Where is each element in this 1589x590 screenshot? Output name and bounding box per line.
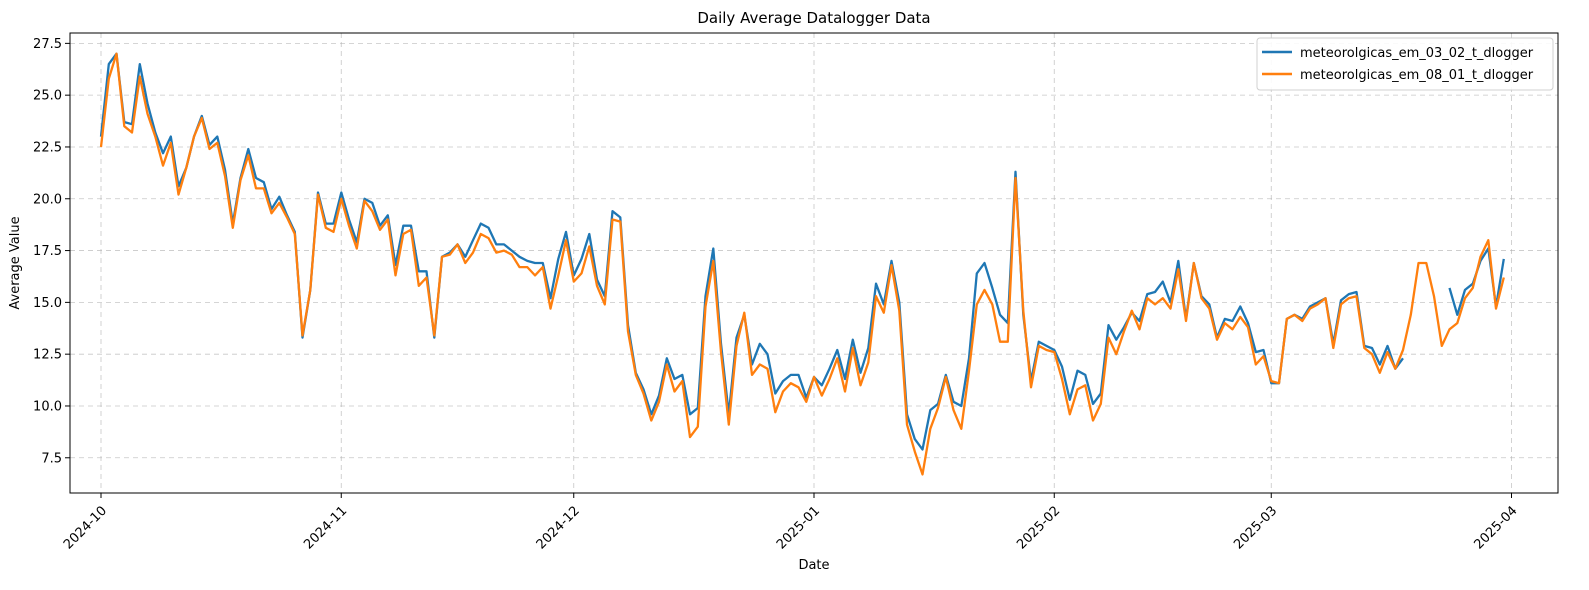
- chart-title: Daily Average Datalogger Data: [697, 9, 930, 27]
- y-axis-label: Average Value: [8, 216, 23, 309]
- y-tick-label: 20.0: [33, 192, 62, 207]
- y-tick-label: 10.0: [33, 399, 62, 414]
- y-tick-label: 22.5: [33, 140, 62, 155]
- legend-label-series-2: meteorolgicas_em_08_01_t_dlogger: [1300, 68, 1534, 83]
- y-tick-label: 15.0: [33, 296, 62, 311]
- legend: meteorolgicas_em_03_02_t_dlogger meteoro…: [1256, 37, 1554, 91]
- legend-box: [1256, 37, 1554, 91]
- y-tick-label: 25.0: [33, 89, 62, 104]
- gridlines: [70, 33, 1558, 493]
- y-tick-label: 27.5: [33, 37, 62, 52]
- series-lines: [99, 52, 1505, 476]
- x-axis-label: Date: [798, 558, 829, 573]
- y-tick-label: 17.5: [33, 244, 62, 259]
- y-tick-label: 7.5: [41, 451, 62, 466]
- y-axis-ticks: 7.5 10.0 12.5 15.0 17.5 20.0 22.5 25.0 27.5: [33, 37, 70, 466]
- y-tick-label: 12.5: [33, 348, 62, 363]
- series-line-2: [99, 52, 1505, 476]
- legend-label-series-1: meteorolgicas_em_03_02_t_dlogger: [1300, 46, 1534, 61]
